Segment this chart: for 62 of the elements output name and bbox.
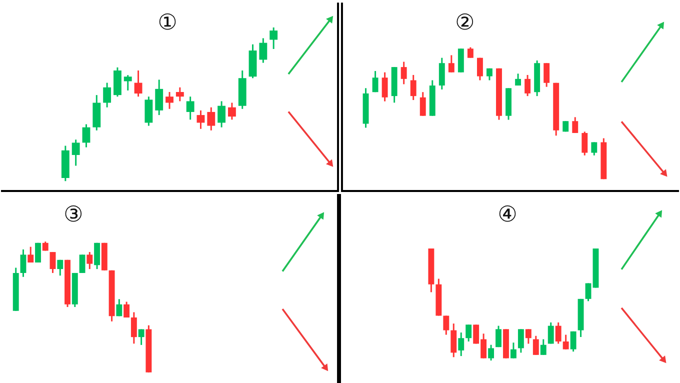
candlestick (524, 74, 531, 97)
candlestick (572, 116, 578, 134)
candlestick (86, 251, 93, 270)
candlestick (532, 335, 539, 356)
candlestick (467, 46, 474, 59)
candlestick (458, 48, 464, 74)
candlestick (138, 328, 144, 346)
candlestick (510, 342, 516, 360)
candlestick (548, 322, 554, 344)
candlestick (410, 74, 416, 101)
candlestick (207, 106, 216, 132)
candlestick (496, 325, 502, 348)
candlestick (124, 301, 130, 318)
candlestick (382, 72, 388, 102)
candlestick (443, 314, 450, 336)
candlestick (176, 86, 184, 102)
candlestick (555, 322, 562, 344)
candlestick (450, 322, 457, 358)
candlestick (166, 91, 174, 110)
candlestick (525, 328, 532, 344)
candlestick (196, 110, 205, 130)
chart-title: ② (455, 10, 475, 36)
candlestick (186, 96, 194, 120)
candlestick (476, 57, 483, 81)
candlestick (585, 282, 592, 302)
candlestick (144, 96, 153, 127)
candlestick (488, 344, 494, 362)
candlestick (72, 138, 80, 166)
candlestick (458, 332, 464, 357)
candlestick (124, 74, 132, 92)
candlestick (270, 26, 278, 50)
candlestick (155, 78, 164, 116)
candlestick (82, 124, 90, 148)
candlestick (438, 57, 445, 90)
candlestick (103, 82, 112, 108)
candlestick (116, 298, 122, 317)
chart-title: ③ (64, 202, 84, 228)
candlestick (420, 91, 426, 117)
candlestick (466, 324, 472, 342)
chart-title: ④ (498, 202, 518, 228)
candlestick (57, 259, 64, 276)
candlestick (50, 251, 56, 274)
candlestick (372, 70, 378, 93)
candlestick (591, 141, 598, 156)
candlestick (570, 330, 576, 352)
candlestick (218, 100, 226, 128)
candlestick (400, 61, 407, 85)
chart-title: ① (158, 10, 178, 36)
candlestick (134, 70, 142, 98)
candlestick (28, 246, 34, 264)
candlestick (259, 37, 268, 64)
candlestick (94, 242, 100, 270)
candlestick (518, 328, 524, 354)
candlestick (582, 130, 588, 156)
candlestick (544, 62, 550, 88)
candlestick (562, 334, 569, 350)
candlestick (540, 338, 546, 356)
candlestick (20, 248, 26, 278)
candlestick (130, 311, 137, 344)
candlestick (448, 54, 454, 74)
candlestick (79, 254, 86, 274)
candlestick (228, 102, 236, 120)
